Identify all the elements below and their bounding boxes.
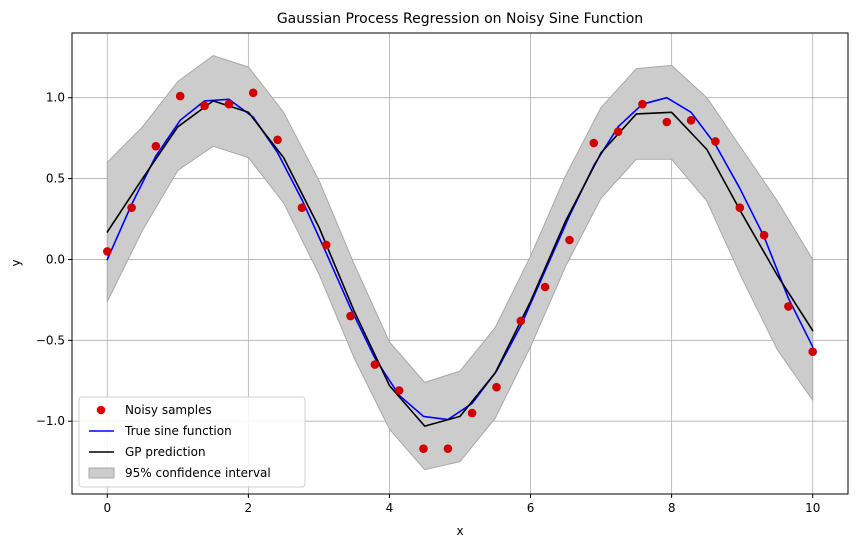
noisy-sample-point: [127, 203, 136, 212]
noisy-sample-point: [516, 316, 526, 326]
scatter-layer: [103, 88, 817, 454]
noisy-sample-point: [321, 240, 331, 250]
legend-box: [78, 396, 306, 488]
y-tick-label: 0.0: [46, 252, 65, 266]
noisy-sample-point: [686, 116, 696, 125]
noisy-sample-point: [200, 101, 209, 111]
noisy-sample-point: [248, 88, 258, 98]
x-tick-label: 8: [668, 501, 676, 515]
y-axis-label: y: [9, 259, 23, 266]
legend: Noisy samples True sine function GP predic…: [78, 396, 306, 488]
x-axis-label: x: [456, 524, 463, 538]
true-sine-line: [106, 96, 814, 421]
legend-label: True sine function: [124, 424, 232, 438]
x-tick-label: 0: [103, 501, 111, 515]
legend-label: GP prediction: [125, 445, 206, 459]
noisy-sample-point: [638, 99, 647, 109]
ticks: 0 2 4 6 8 10 −1.0 −0.5 0.0 0.5 1.0: [36, 91, 821, 515]
noisy-sample-point: [103, 247, 112, 256]
noisy-sample-point: [224, 99, 234, 109]
noisy-sample-point: [662, 117, 672, 127]
legend-marker-scatter: [96, 405, 106, 415]
noisy-sample-point: [443, 444, 453, 454]
y-tick-label: −0.5: [36, 333, 65, 347]
noisy-sample-point: [419, 444, 428, 454]
x-tick-label: 2: [245, 501, 253, 515]
noisy-sample-point: [346, 311, 355, 321]
chart-title: Gaussian Process Regression on Noisy Sin…: [277, 11, 643, 27]
noisy-sample-point: [370, 360, 380, 369]
legend-label: 95% confidence interval: [125, 466, 271, 480]
y-tick-label: 1.0: [46, 91, 65, 105]
noisy-sample-point: [589, 138, 599, 148]
noisy-sample-point: [467, 408, 477, 418]
noisy-sample-point: [297, 203, 307, 212]
plot-frame: [71, 32, 849, 495]
noisy-sample-point: [613, 127, 623, 136]
legend-marker-band: [88, 467, 115, 479]
noisy-sample-point: [394, 386, 404, 395]
noisy-sample-point: [759, 230, 769, 240]
noisy-sample-point: [565, 235, 574, 245]
legend-label: Noisy samples: [125, 403, 212, 417]
noisy-sample-point: [273, 135, 282, 145]
x-tick-label: 4: [386, 501, 394, 515]
noisy-sample-point: [711, 137, 720, 146]
noisy-sample-point: [492, 382, 501, 392]
noisy-sample-point: [735, 203, 745, 212]
y-tick-label: 0.5: [46, 172, 65, 186]
x-tick-label: 10: [805, 501, 820, 515]
noisy-sample-point: [784, 302, 793, 311]
noisy-sample-point: [808, 347, 817, 357]
noisy-sample-point: [151, 141, 161, 151]
noisy-sample-point: [540, 282, 550, 292]
x-tick-label: 6: [527, 501, 535, 515]
y-tick-label: −1.0: [36, 414, 65, 428]
noisy-sample-point: [175, 91, 185, 101]
